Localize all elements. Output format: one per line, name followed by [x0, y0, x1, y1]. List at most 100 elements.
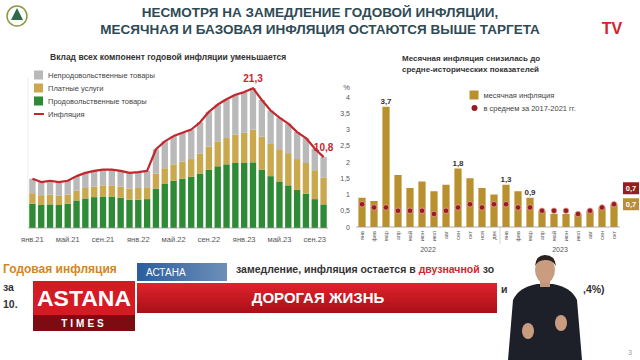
- dot: [539, 208, 545, 214]
- bar: [47, 195, 53, 205]
- bar: [170, 164, 176, 180]
- dot: [371, 205, 377, 211]
- footer-fragment: зо: [483, 263, 494, 275]
- bar: [109, 170, 115, 186]
- dot: [467, 201, 473, 207]
- chart-title: средне-исторических показателей: [402, 65, 539, 74]
- dot: [395, 208, 401, 214]
- bar: [197, 174, 203, 228]
- bar: [56, 205, 62, 228]
- data-label: 3,7: [380, 97, 392, 106]
- x-tick-label: июл: [431, 231, 437, 241]
- chart: Месячная инфляция снизилась до средне-ист…: [340, 54, 639, 253]
- bar: [126, 173, 132, 189]
- bar: [223, 99, 229, 138]
- chart-title: Месячная инфляция снизилась до: [402, 54, 540, 63]
- bar: [162, 141, 168, 168]
- interpreter-hand: [555, 315, 567, 331]
- slide-title: НЕСМОТРЯ НА ЗАМЕДЛЕНИЕ ГОДОВОЙ ИНФЛЯЦИИ,: [142, 5, 498, 20]
- chart-title: Вклад всех компонент годовой инфляции ум…: [50, 52, 286, 62]
- bar: [126, 189, 132, 200]
- location-box: [137, 263, 227, 281]
- bar: [526, 198, 533, 227]
- bar: [250, 88, 256, 129]
- emblem: [7, 6, 27, 26]
- x-tick-label: июл: [575, 231, 581, 241]
- legend-label: Непродовольственные товары: [48, 71, 155, 80]
- legend-swatch: [34, 71, 43, 80]
- dot: [479, 205, 485, 211]
- bar: [100, 170, 106, 186]
- headline-banner: [137, 283, 497, 313]
- bar: [303, 194, 309, 228]
- bar: [91, 187, 97, 198]
- headline: ДОРОГАЯ ЖИЗНЬ: [252, 289, 385, 306]
- bar: [47, 181, 53, 195]
- bar: [294, 132, 300, 159]
- bar: [65, 195, 71, 204]
- bar: [29, 204, 35, 228]
- dot: [455, 205, 461, 211]
- dot: [611, 201, 617, 207]
- bar: [73, 191, 79, 201]
- bar: [135, 188, 141, 200]
- bar: [312, 170, 318, 199]
- data-label: 10,8: [314, 142, 334, 153]
- label-badge: [623, 182, 639, 194]
- interpreter: [508, 255, 582, 360]
- data-label: 1,8: [452, 159, 464, 168]
- bar: [358, 198, 365, 227]
- x-tick-label: май.23: [267, 235, 291, 244]
- y-tick-label: 3: [346, 126, 350, 133]
- bar: [370, 201, 377, 227]
- bar: [223, 164, 229, 228]
- bar: [276, 149, 282, 181]
- bar: [285, 124, 291, 154]
- x-tick-label: янв.23: [233, 235, 256, 244]
- bar: [117, 187, 123, 198]
- x-tick-label: сен.21: [92, 235, 115, 244]
- bar: [250, 162, 256, 228]
- stage: НЕСМОТРЯ НА ЗАМЕДЛЕНИЕ ГОДОВОЙ ИНФЛЯЦИИ,…: [0, 0, 640, 360]
- dot: [527, 205, 533, 211]
- legend-label: Инфляция: [48, 110, 85, 119]
- bar: [406, 188, 413, 227]
- x-tick-label: апр: [395, 231, 401, 240]
- x-tick-label: янв.22: [127, 235, 150, 244]
- bar: [91, 171, 97, 187]
- footer-fragment: замедление, инфляция остается в: [236, 263, 416, 275]
- bar: [100, 185, 106, 196]
- bar: [206, 170, 212, 228]
- interpreter-hand: [522, 323, 534, 339]
- y-tick-label: 2: [346, 159, 350, 166]
- legend-swatch: [34, 113, 44, 115]
- y-tick-label: 2,5: [340, 142, 350, 149]
- x-tick-label: май: [551, 231, 557, 241]
- x-tick-label: дек: [491, 230, 497, 239]
- bar: [394, 175, 401, 227]
- bar: [514, 191, 521, 227]
- bar: [206, 147, 212, 170]
- x-tick-label: мар: [383, 231, 389, 241]
- group-separator: [500, 227, 501, 244]
- bar: [215, 166, 221, 228]
- bar: [38, 205, 44, 228]
- interpreter-hair: [535, 255, 556, 266]
- bar: [82, 198, 88, 228]
- data-label: 0,7: [626, 184, 636, 193]
- bar: [144, 171, 150, 187]
- bar: [197, 122, 203, 154]
- bar: [320, 177, 326, 204]
- bar: [82, 173, 88, 188]
- bar: [109, 196, 115, 228]
- footer-text: 10.: [3, 298, 18, 310]
- bar: [38, 182, 44, 195]
- bar: [259, 170, 265, 228]
- brand-name: ASTANA: [37, 286, 131, 311]
- dot: [503, 201, 509, 207]
- bar: [294, 190, 300, 228]
- legend-swatch: [472, 105, 478, 111]
- group-label: 2023: [552, 246, 568, 253]
- bar: [188, 130, 194, 160]
- bar: [259, 100, 265, 137]
